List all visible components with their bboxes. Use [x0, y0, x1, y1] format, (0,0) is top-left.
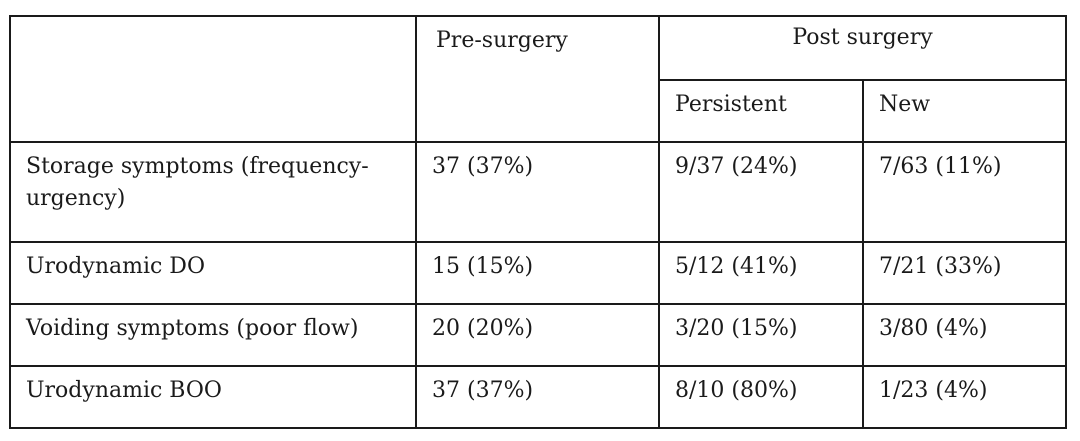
row-label: Storage symptoms (frequency-urgency) — [9, 141, 417, 243]
results-table-container: Pre-surgery Post surgery Persistent New … — [9, 15, 1067, 429]
pre-surgery-cell: 15 (15%) — [415, 241, 660, 305]
header-row-top: Pre-surgery Post surgery — [9, 15, 1067, 143]
table-row: Voiding symptoms (poor flow) 20 (20%) 3/… — [9, 303, 1067, 367]
persistent-cell: 9/37 (24%) — [658, 141, 864, 243]
header-post-surgery: Post surgery — [658, 15, 1067, 81]
pre-surgery-cell: 37 (37%) — [415, 141, 660, 243]
table-row: Urodynamic BOO 37 (37%) 8/10 (80%) 1/23 … — [9, 365, 1067, 429]
persistent-cell: 5/12 (41%) — [658, 241, 864, 305]
new-cell: 7/63 (11%) — [862, 141, 1067, 243]
persistent-cell: 8/10 (80%) — [658, 365, 864, 429]
new-cell: 7/21 (33%) — [862, 241, 1067, 305]
header-row-label — [9, 15, 417, 143]
persistent-cell: 3/20 (15%) — [658, 303, 864, 367]
row-label: Urodynamic DO — [9, 241, 417, 305]
header-persistent: Persistent — [658, 79, 864, 143]
header-pre-surgery: Pre-surgery — [415, 15, 660, 143]
table-row: Urodynamic DO 15 (15%) 5/12 (41%) 7/21 (… — [9, 241, 1067, 305]
pre-surgery-cell: 37 (37%) — [415, 365, 660, 429]
pre-surgery-cell: 20 (20%) — [415, 303, 660, 367]
new-cell: 1/23 (4%) — [862, 365, 1067, 429]
header-new: New — [862, 79, 1067, 143]
header-row-sub: Persistent New — [10, 79, 1067, 143]
results-table: Pre-surgery Post surgery Persistent New … — [9, 15, 1067, 429]
new-cell: 3/80 (4%) — [862, 303, 1067, 367]
row-label: Voiding symptoms (poor flow) — [9, 303, 417, 367]
table-row: Storage symptoms (frequency-urgency) 37 … — [9, 141, 1067, 243]
row-label: Urodynamic BOO — [9, 365, 417, 429]
